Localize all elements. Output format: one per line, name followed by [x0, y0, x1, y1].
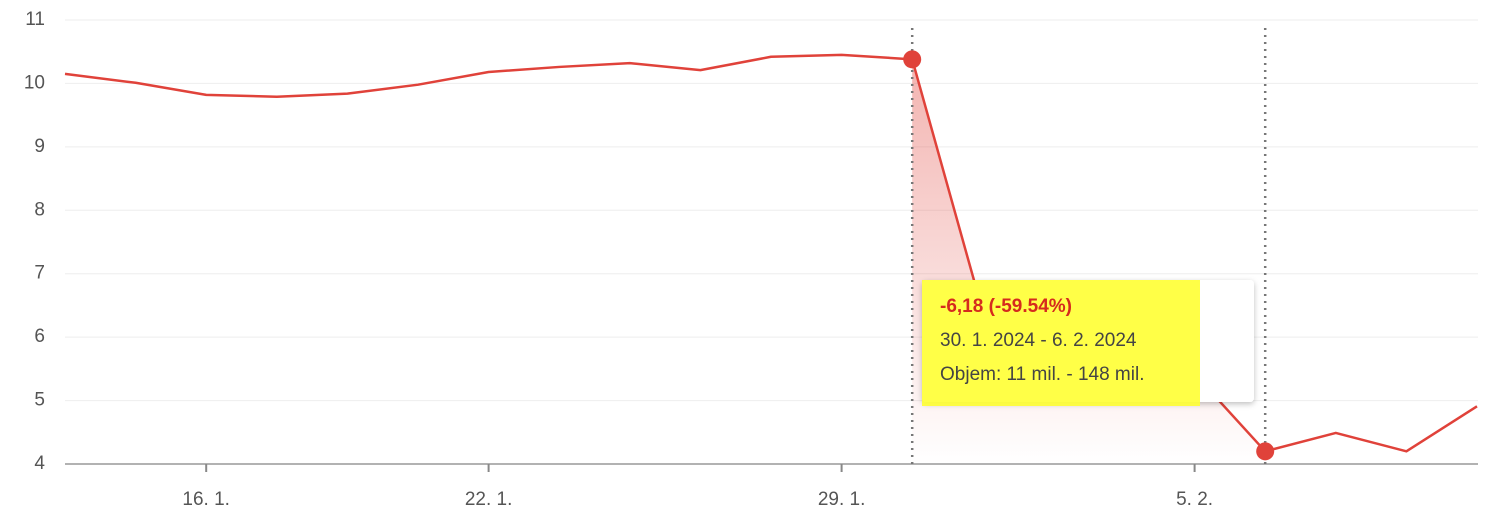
- y-tick-label: 8: [34, 199, 45, 220]
- x-tick-label: 16. 1.: [182, 489, 230, 510]
- tooltip-volume: Objem: 11 mil. - 148 mil.: [940, 364, 1144, 385]
- tooltip: -6,18 (-59.54%) 30. 1. 2024 - 6. 2. 2024…: [922, 280, 1254, 406]
- y-tick-label: 10: [24, 72, 45, 93]
- y-tick-label: 11: [25, 9, 45, 30]
- y-tick-label: 6: [34, 326, 45, 347]
- x-tick-label: 29. 1.: [818, 489, 866, 510]
- y-tick-label: 9: [34, 136, 45, 157]
- tooltip-change: -6,18 (-59.54%): [940, 296, 1072, 317]
- y-tick-label: 5: [34, 390, 45, 411]
- range-marker: [1256, 442, 1275, 461]
- highlight: [922, 280, 1200, 406]
- price-line: [64, 53, 1478, 453]
- x-tick-label: 5. 2.: [1176, 489, 1213, 510]
- y-tick-label: 7: [34, 263, 45, 284]
- x-tick-label: 22. 1.: [465, 489, 513, 510]
- range-marker: [903, 50, 922, 69]
- tooltip-range: 30. 1. 2024 - 6. 2. 2024: [940, 330, 1137, 351]
- y-tick-label: 4: [34, 453, 45, 474]
